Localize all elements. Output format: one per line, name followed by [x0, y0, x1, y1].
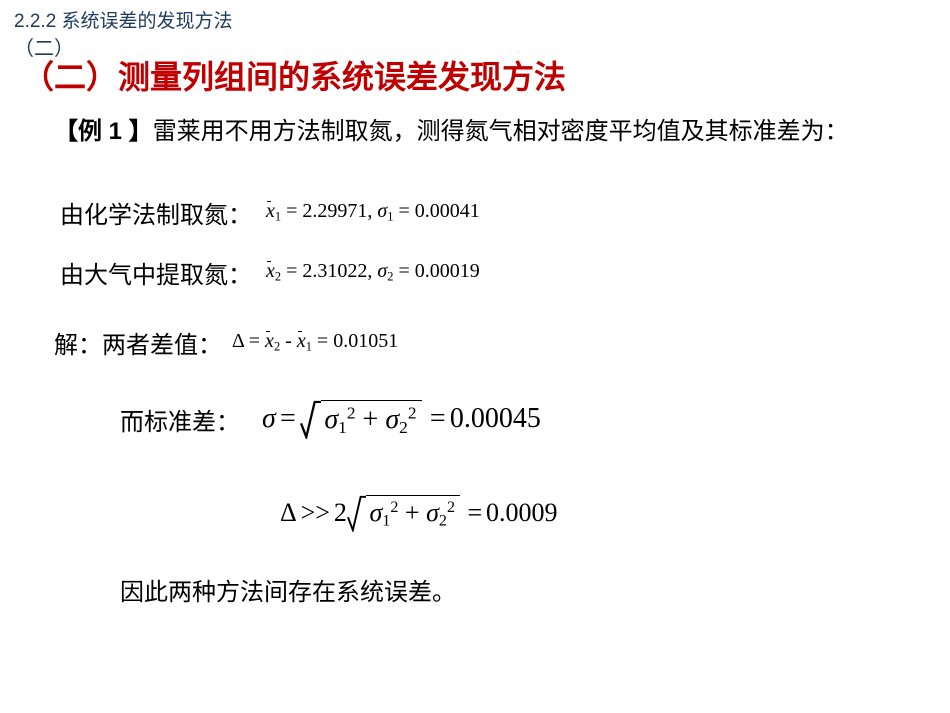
cmp-factor: 2	[334, 498, 347, 528]
air-equation: x2 = 2.31022, σ2 = 0.00019	[266, 260, 480, 284]
air-x-val: 2.31022	[302, 260, 367, 282]
chem-sigma-sub: 1	[387, 210, 393, 224]
chem-method-line: 由化学法制取氮： x1 = 2.29971, σ1 = 0.00041	[60, 195, 480, 230]
title-prefix: （二）	[22, 59, 118, 95]
diff-label: 解：两者差值：	[54, 325, 222, 360]
diff-equation: Δ = x2 - x1 = 0.01051	[232, 330, 398, 354]
air-sigma-val: 0.00019	[415, 260, 480, 282]
section-title: （二）测量列组间的系统误差发现方法	[22, 52, 566, 98]
diff-a-sub: 2	[274, 340, 280, 354]
air-sigma-sub: 2	[387, 270, 393, 284]
chem-x-sub: 1	[275, 210, 281, 224]
std-val: 0.00045	[450, 403, 541, 435]
std-s1-sub: 1	[338, 418, 347, 437]
sqrt-icon: σ12 + σ22	[300, 400, 422, 439]
std-label: 而标准差：	[120, 402, 240, 437]
chem-sigma-val: 0.00041	[415, 200, 480, 222]
difference-line: 解：两者差值： Δ = x2 - x1 = 0.01051	[54, 325, 398, 360]
example-text: 雷莱用不用方法制取氮，测得氮气相对密度平均值及其标准差为：	[153, 118, 849, 145]
example-paragraph: 【例 1 】雷莱用不用方法制取氮，测得氮气相对密度平均值及其标准差为：	[54, 112, 874, 152]
compare-equation: Δ>> 2 σ12 + σ22 =0.0009	[280, 495, 558, 532]
std-equation: σ= σ12 + σ22 =0.00045	[262, 400, 541, 439]
chem-equation: x1 = 2.29971, σ1 = 0.00041	[266, 200, 480, 224]
sqrt-icon-2: σ12 + σ22	[347, 495, 460, 532]
stddev-line: 而标准差： σ= σ12 + σ22 =0.00045	[120, 400, 541, 439]
compare-line: Δ>> 2 σ12 + σ22 =0.0009	[280, 495, 558, 532]
cmp-s2-sub: 2	[439, 513, 447, 530]
diff-val: 0.01051	[333, 330, 398, 352]
air-x-sub: 2	[275, 270, 281, 284]
title-text: 测量列组间的系统误差发现方法	[118, 59, 566, 95]
air-method-line: 由大气中提取氮： x2 = 2.31022, σ2 = 0.00019	[60, 255, 480, 290]
diff-b-sub: 1	[306, 340, 312, 354]
std-s2-sub: 2	[399, 418, 408, 437]
example-label: 【例 1 】	[54, 118, 153, 145]
cmp-val: 0.0009	[486, 498, 558, 528]
breadcrumb: 2.2.2 系统误差的发现方法	[14, 6, 233, 33]
air-label: 由大气中提取氮：	[60, 255, 252, 290]
chem-label: 由化学法制取氮：	[60, 195, 252, 230]
chem-x-val: 2.29971	[302, 200, 367, 222]
conclusion-text: 因此两种方法间存在系统误差。	[120, 572, 456, 607]
